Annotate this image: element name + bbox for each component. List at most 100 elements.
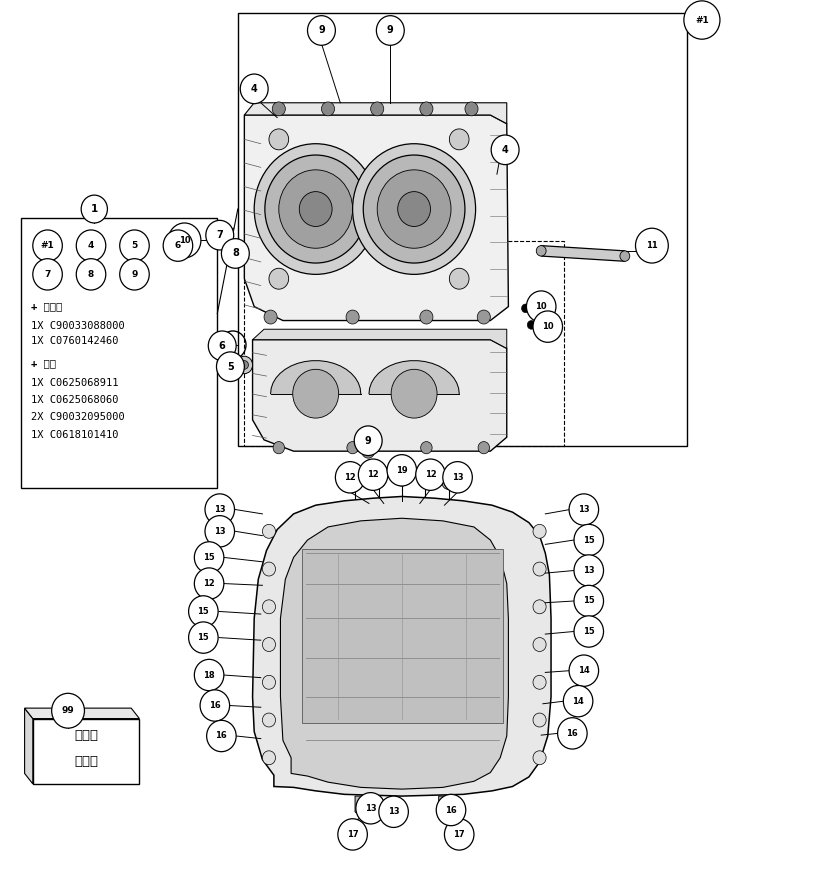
Circle shape: [491, 135, 518, 165]
Circle shape: [194, 542, 224, 573]
Circle shape: [262, 638, 275, 652]
Text: 15: 15: [197, 633, 209, 642]
Circle shape: [262, 751, 275, 765]
Circle shape: [254, 144, 377, 274]
Circle shape: [205, 494, 234, 525]
Text: 9: 9: [131, 270, 138, 279]
Text: 15: 15: [582, 627, 594, 636]
Text: 12: 12: [203, 579, 215, 588]
Circle shape: [120, 259, 149, 290]
Text: 5: 5: [131, 241, 138, 250]
Circle shape: [188, 596, 218, 627]
Text: 12: 12: [367, 470, 378, 479]
Circle shape: [361, 444, 374, 458]
Text: 99: 99: [61, 706, 75, 715]
Circle shape: [76, 259, 106, 290]
Text: + 轴承: + 轴承: [31, 358, 56, 368]
Text: 16: 16: [215, 732, 227, 740]
Text: 10: 10: [535, 302, 546, 311]
Circle shape: [292, 369, 338, 418]
Text: 13: 13: [451, 473, 463, 482]
Circle shape: [683, 1, 719, 39]
Text: 6: 6: [219, 341, 225, 351]
Text: #1: #1: [695, 16, 708, 24]
Text: 15: 15: [582, 597, 594, 605]
Text: 19: 19: [396, 466, 407, 475]
Circle shape: [477, 442, 489, 454]
Polygon shape: [252, 329, 506, 348]
Bar: [20, 218, 217, 488]
Circle shape: [415, 459, 445, 490]
Circle shape: [208, 331, 236, 361]
Polygon shape: [252, 496, 550, 796]
Circle shape: [619, 251, 629, 261]
Text: 13: 13: [214, 527, 225, 536]
Text: 4: 4: [501, 145, 508, 155]
Text: 13: 13: [364, 804, 376, 813]
Text: 14: 14: [577, 666, 589, 675]
Circle shape: [120, 230, 149, 261]
Circle shape: [307, 16, 335, 45]
Polygon shape: [438, 796, 448, 820]
Polygon shape: [25, 708, 33, 784]
Circle shape: [221, 239, 249, 268]
Circle shape: [449, 268, 468, 289]
Circle shape: [532, 638, 545, 652]
Text: 9: 9: [318, 25, 324, 36]
Circle shape: [236, 356, 252, 374]
Circle shape: [346, 442, 358, 454]
Circle shape: [355, 793, 385, 824]
Text: 4: 4: [88, 241, 94, 250]
Polygon shape: [244, 115, 508, 321]
Polygon shape: [541, 246, 624, 261]
Text: 1X C0760142460: 1X C0760142460: [31, 336, 119, 347]
Text: 1X C0625068060: 1X C0625068060: [31, 395, 119, 405]
Text: 15: 15: [203, 553, 215, 562]
Circle shape: [420, 442, 432, 454]
Text: 1X C0625068911: 1X C0625068911: [31, 378, 119, 388]
Text: 5: 5: [227, 361, 233, 372]
Circle shape: [216, 352, 244, 381]
Circle shape: [206, 720, 236, 752]
Circle shape: [76, 230, 106, 261]
Text: 10: 10: [541, 322, 553, 331]
Text: 13: 13: [582, 566, 594, 575]
Circle shape: [363, 155, 464, 263]
Text: 14: 14: [572, 697, 583, 706]
Text: 12: 12: [344, 473, 355, 482]
Circle shape: [387, 455, 416, 486]
Circle shape: [240, 361, 248, 369]
Circle shape: [264, 310, 277, 324]
Circle shape: [391, 369, 437, 418]
Circle shape: [442, 462, 472, 493]
Circle shape: [352, 144, 475, 274]
Circle shape: [477, 310, 490, 324]
Circle shape: [33, 230, 62, 261]
Polygon shape: [25, 708, 139, 719]
Circle shape: [532, 562, 545, 576]
Circle shape: [419, 102, 432, 116]
Circle shape: [372, 474, 385, 488]
Text: 1X C0618101410: 1X C0618101410: [31, 429, 119, 440]
Text: 16: 16: [566, 729, 577, 738]
Circle shape: [346, 310, 359, 324]
Text: 1X C90033088000: 1X C90033088000: [31, 321, 124, 331]
Circle shape: [262, 600, 275, 614]
Circle shape: [532, 524, 545, 538]
Circle shape: [527, 321, 535, 329]
Circle shape: [397, 192, 430, 226]
Circle shape: [348, 476, 361, 490]
Circle shape: [265, 155, 366, 263]
Circle shape: [262, 524, 275, 538]
Polygon shape: [355, 796, 364, 820]
Circle shape: [532, 311, 562, 342]
Text: 17: 17: [346, 830, 358, 839]
Circle shape: [573, 616, 603, 647]
Polygon shape: [252, 340, 506, 451]
Text: 13: 13: [214, 505, 225, 514]
Circle shape: [532, 713, 545, 727]
Circle shape: [225, 231, 232, 238]
Text: 10: 10: [179, 236, 190, 245]
Text: 12: 12: [424, 470, 436, 479]
Circle shape: [536, 246, 545, 256]
